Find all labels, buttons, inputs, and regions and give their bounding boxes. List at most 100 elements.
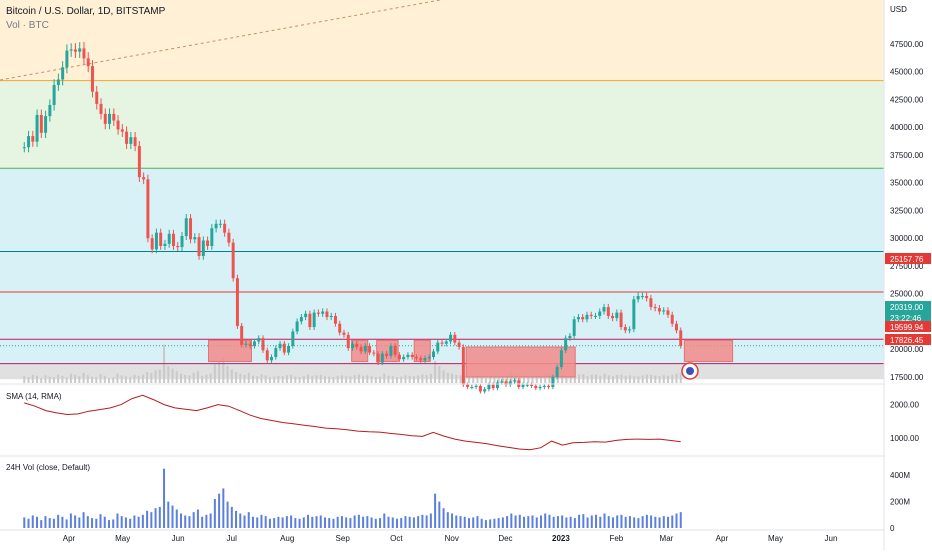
support-box-5: [683, 339, 734, 362]
overlay-vol-bar-16: [91, 376, 94, 383]
overlay-vol-bar-41: [196, 371, 199, 383]
overlay-vol-bar-111: [493, 377, 496, 383]
overlay-vol-bar-103: [459, 375, 462, 383]
candle-body-137: [606, 307, 610, 316]
overlay-vol-bar-108: [480, 377, 483, 383]
overlay-vol-bar-64: [294, 376, 297, 383]
overlay-vol-bar-128: [565, 376, 568, 383]
vol24-bar-35: [171, 505, 174, 528]
vol24-bar-105: [467, 518, 470, 528]
candle-body-98: [440, 342, 444, 344]
zone-0: [0, 0, 884, 81]
overlay-vol-bar-18: [99, 374, 102, 383]
vol24-bar-85: [383, 513, 386, 528]
vol24-bar-61: [281, 517, 284, 528]
candle-body-138: [611, 315, 615, 319]
overlay-vol-bar-117: [518, 374, 521, 383]
vol24-bar-50: [235, 510, 238, 528]
overlay-vol-bar-100: [446, 372, 449, 383]
overlay-vol-bar-9: [61, 375, 64, 383]
overlay-vol-bar-90: [404, 375, 407, 383]
overlay-vol-bar-71: [323, 376, 326, 383]
overlay-vol-bar-17: [95, 377, 98, 383]
vol24-bar-24: [124, 517, 127, 528]
overlay-vol-bar-134: [590, 374, 593, 383]
candle-body-58: [270, 357, 274, 361]
vol24-bar-64: [294, 518, 297, 528]
vol24-bar-150: [658, 517, 661, 528]
vol24-bar-10: [65, 519, 68, 528]
price-label-3: 19599.94: [890, 323, 924, 332]
overlay-vol-bar-83: [374, 377, 377, 383]
overlay-vol-bar-76: [345, 376, 348, 383]
vol24-bar-104: [463, 516, 466, 528]
vol24-bar-95: [425, 515, 428, 528]
overlay-vol-bar-139: [611, 376, 614, 383]
vol24-bar-65: [298, 518, 301, 528]
overlay-vol-bar-81: [366, 375, 369, 383]
vol24-tick-0: 400M: [890, 471, 910, 480]
price-tick-8: 37500.00: [890, 151, 924, 160]
vol24-bar-136: [599, 516, 602, 528]
vol24-bar-144: [633, 517, 636, 528]
vol24-bar-107: [476, 516, 479, 528]
vol24-bar-87: [391, 517, 394, 528]
x-tick-14: Jun: [825, 534, 838, 543]
vol24-bar-91: [408, 516, 411, 528]
candle-body-86: [389, 345, 393, 356]
vol24-bar-120: [531, 515, 534, 528]
vol24-bar-153: [671, 515, 674, 528]
x-tick-10: Feb: [609, 534, 623, 543]
vol24-bar-93: [417, 516, 420, 528]
candle-body-112: [500, 381, 504, 383]
candle-body-130: [576, 317, 580, 320]
overlay-vol-bar-31: [154, 370, 157, 383]
vol24-bar-140: [616, 515, 619, 528]
x-tick-11: Mar: [660, 534, 674, 543]
candle-body-123: [547, 385, 551, 387]
candle-body-110: [491, 384, 495, 389]
vol24-bar-69: [315, 516, 318, 528]
price-tick-12: 47500.00: [890, 40, 924, 49]
vol24-bar-81: [366, 516, 369, 528]
vol24-bar-37: [179, 513, 182, 528]
candle-body-146: [645, 295, 649, 299]
overlay-vol-bar-58: [268, 377, 271, 383]
symbol-title: Bitcoin / U.S. Dollar, 1D, BITSTAMP: [6, 6, 166, 17]
price-label-bg-1: [885, 301, 931, 312]
candle-body-134: [593, 315, 597, 317]
overlay-vol-bar-62: [285, 375, 288, 383]
candle-body-56: [261, 338, 265, 351]
overlay-vol-bar-74: [336, 375, 339, 383]
candle-body-28: [142, 177, 146, 180]
candle-body-8: [56, 79, 60, 86]
overlay-vol-bar-39: [188, 375, 191, 383]
candle-body-68: [312, 312, 316, 328]
candle-body-113: [504, 381, 508, 385]
candle-body-106: [474, 385, 478, 387]
candle-body-54: [252, 341, 256, 346]
overlay-vol-bar-150: [658, 376, 661, 383]
candle-body-26: [133, 137, 137, 147]
overlay-vol-bar-59: [273, 376, 276, 383]
vol24-bar-98: [438, 501, 441, 528]
vol24-bar-18: [99, 514, 102, 528]
candle-body-131: [581, 317, 585, 320]
overlay-vol-bar-5: [44, 375, 47, 383]
x-tick-9: 2023: [552, 534, 570, 543]
candle-body-19: [103, 113, 107, 124]
support-box-4: [465, 346, 576, 378]
overlay-vol-bar-132: [582, 374, 585, 383]
vol24-bar-141: [620, 514, 623, 528]
vol24-bar-52: [243, 515, 246, 528]
overlay-vol-bar-80: [362, 375, 365, 383]
candle-body-75: [342, 332, 346, 335]
candle-body-45: [214, 223, 218, 229]
overlay-vol-bar-135: [595, 374, 598, 383]
overlay-vol-bar-12: [74, 374, 77, 383]
candle-body-147: [649, 298, 653, 308]
vol24-bar-5: [44, 516, 47, 528]
vol24-bar-119: [527, 516, 530, 528]
